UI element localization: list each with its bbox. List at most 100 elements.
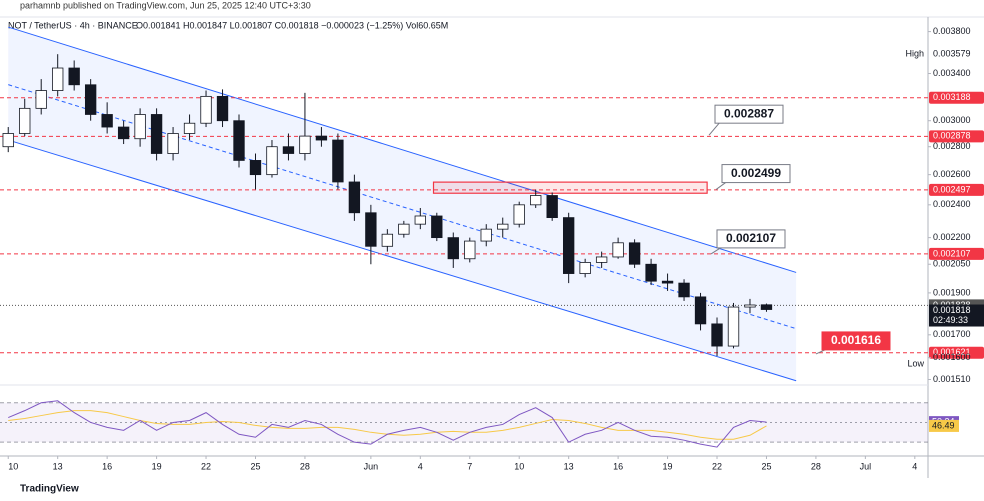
channel-middle — [8, 84, 797, 330]
rsi-ma-value: 46.49 — [932, 420, 955, 430]
x-tick-label: 19 — [152, 461, 162, 471]
candle-body — [398, 223, 410, 235]
candle-body — [414, 215, 426, 225]
callout-label: 0.001616 — [831, 333, 881, 347]
symbol: NOT / TetherUS · 4h · BINANCE — [8, 20, 138, 30]
candle-body — [216, 95, 229, 122]
callout-label: 0.002107 — [726, 231, 776, 245]
candle-body — [365, 212, 377, 247]
channel-lower — [8, 139, 797, 382]
level-tag — [929, 247, 984, 260]
candle-body — [249, 160, 262, 176]
candle-body — [645, 263, 657, 282]
candle-body — [299, 135, 311, 154]
x-tick-label: Jun — [364, 461, 379, 471]
ohlc: O0.001841 H0.001847 L0.001807 C0.001818 … — [136, 20, 448, 30]
level-label: 0.001621 — [933, 347, 971, 357]
candle-body — [233, 120, 245, 161]
x-tick-label: 25 — [250, 461, 260, 471]
candle-body — [464, 240, 476, 260]
level-label: 0.002878 — [933, 131, 971, 141]
footer: TradingView — [20, 484, 79, 495]
x-tick-label: 16 — [613, 461, 623, 471]
candle-body — [694, 296, 707, 325]
y-tick-label: 0.002400 — [933, 199, 971, 209]
candle-body — [150, 114, 163, 154]
candle-body — [431, 215, 443, 239]
level-tag — [929, 130, 984, 143]
x-tick-label: 16 — [102, 461, 112, 471]
candle-body — [282, 146, 295, 154]
x-tick-label: Jul — [860, 461, 872, 471]
x-tick-label: 13 — [53, 461, 63, 471]
y-tick-label: 0.002800 — [933, 141, 971, 151]
candle-body — [744, 304, 756, 308]
candle-body — [661, 280, 674, 284]
y-tick-label: 0.001510 — [933, 374, 971, 384]
candle-body — [2, 133, 14, 148]
high-value: 0.003579 — [933, 49, 971, 59]
x-tick-label: 22 — [201, 461, 211, 471]
candle-body — [117, 126, 130, 140]
candle-body — [315, 135, 328, 141]
x-tick-label: 28 — [300, 461, 310, 471]
candle-body — [332, 139, 344, 183]
candle-body — [266, 146, 278, 176]
x-tick-label: 4 — [912, 461, 917, 471]
zone — [432, 181, 708, 194]
candle-body — [579, 262, 591, 274]
candle-body — [480, 228, 492, 242]
candle-body — [711, 323, 723, 347]
candle-body — [84, 84, 97, 115]
candle-body — [167, 133, 179, 154]
high-label: High — [905, 49, 924, 59]
callout-box — [721, 164, 791, 184]
callout-label: 0.002499 — [731, 166, 781, 180]
callout-label: 0.002887 — [724, 106, 774, 120]
candle-body — [497, 223, 509, 230]
callout-box — [821, 331, 891, 351]
last-price-label: 0.001818 — [933, 305, 971, 315]
candle-body — [200, 95, 212, 124]
y-tick-label: 0.003400 — [933, 68, 971, 78]
x-tick-label: 25 — [761, 461, 771, 471]
y-tick-label: 0.001900 — [933, 287, 971, 297]
level-tag — [929, 183, 984, 196]
level-label: 0.002497 — [933, 184, 971, 194]
candle-body — [52, 67, 64, 91]
candle-body — [678, 282, 690, 298]
header: parhamnb published on TradingView.com, J… — [20, 0, 311, 10]
callout-box — [714, 104, 784, 124]
y-tick-label: 0.002200 — [933, 232, 971, 242]
x-tick-label: 28 — [811, 461, 821, 471]
candle-body — [530, 195, 542, 206]
x-tick-label: 10 — [8, 461, 18, 471]
low-label: Low — [907, 358, 924, 368]
candle-body — [513, 204, 525, 225]
level-label: 0.003188 — [933, 92, 971, 102]
candle-body — [595, 256, 608, 263]
candle-body — [727, 306, 740, 347]
last-price-tag — [929, 304, 984, 327]
candle-body — [35, 90, 47, 109]
level-tag — [929, 346, 984, 359]
candle-body — [134, 114, 146, 140]
candle-body — [68, 67, 80, 86]
y-tick-label: 0.003800 — [933, 26, 971, 36]
x-tick-label: 7 — [467, 461, 472, 471]
y-tick-label: 0.003000 — [933, 115, 971, 125]
level-tag — [929, 91, 984, 104]
y-tick-label: 0.002600 — [933, 169, 971, 179]
candle-body — [612, 242, 624, 258]
callout-arrow — [708, 121, 721, 136]
candle-body — [760, 304, 773, 310]
candle-body — [628, 242, 641, 265]
x-tick-label: 10 — [514, 461, 524, 471]
x-tick-label: 22 — [712, 461, 722, 471]
x-tick-label: 4 — [418, 461, 423, 471]
rsi-ma-tag — [929, 419, 959, 432]
level-label: 0.002107 — [933, 248, 971, 258]
rsi-band — [0, 402, 928, 443]
